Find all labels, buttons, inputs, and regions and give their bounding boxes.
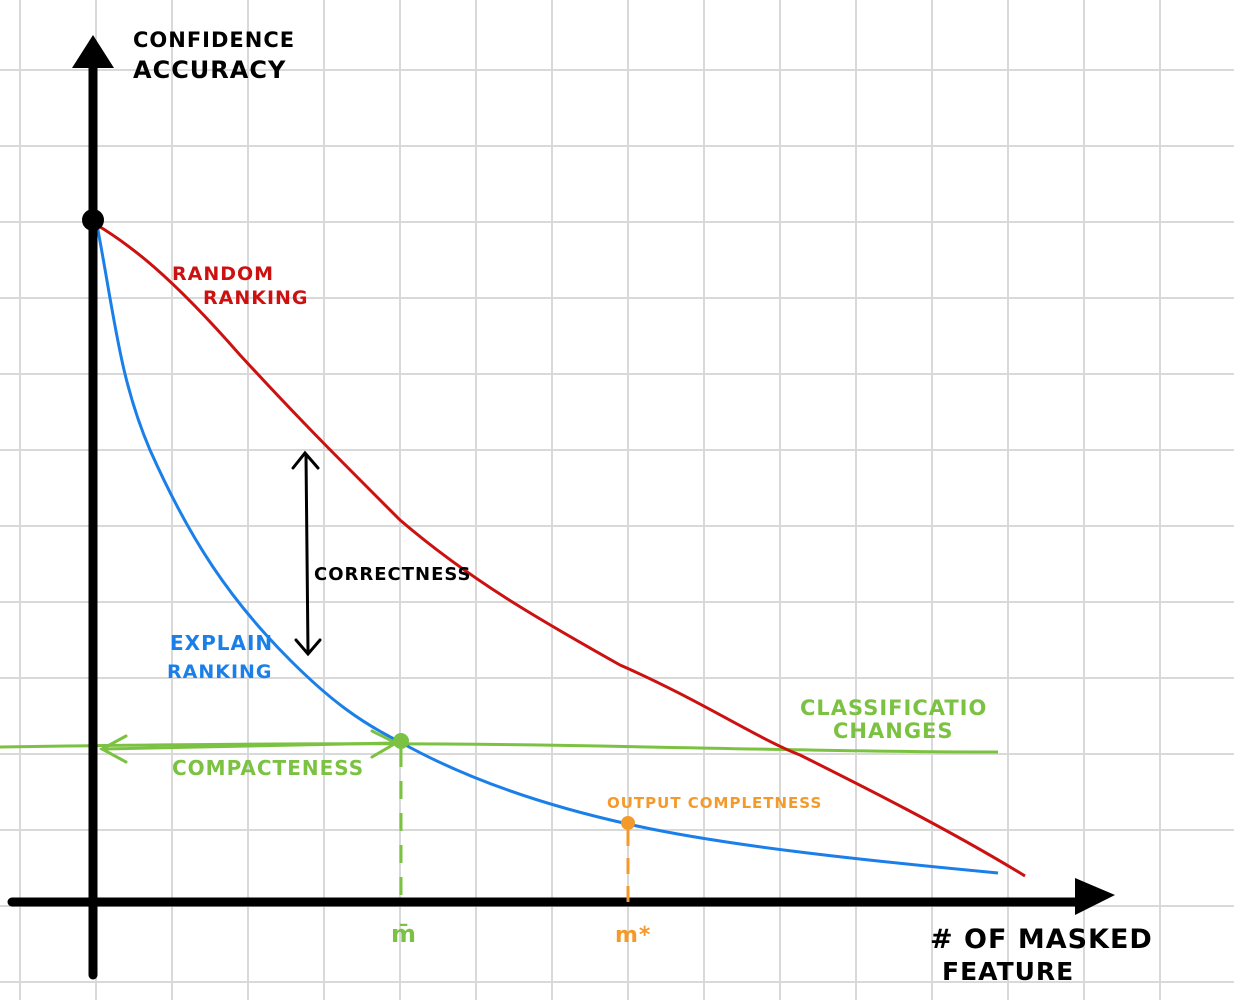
m-star-point	[621, 816, 635, 830]
m-bar-tick-label: m̄	[391, 920, 417, 948]
x-axis-label-line1: # OF MASKED	[930, 924, 1153, 955]
classification-label-line2: CHANGES	[833, 719, 954, 743]
compactness-label: COMPACTENESS	[172, 756, 364, 780]
y-axis-label-line2: ACCURACY	[133, 56, 286, 84]
explain-ranking-label-line2: RANKING	[167, 661, 273, 683]
start-point	[82, 209, 104, 231]
output-completeness-label: OUTPUT COMPLETNESS	[607, 794, 822, 812]
classification-label-line1: CLASSIFICATIO	[800, 696, 987, 720]
m-bar-point	[393, 733, 409, 749]
explain-ranking-label-line1: EXPLAIN	[170, 631, 273, 655]
x-axis-label-line2: FEATURE	[942, 957, 1074, 986]
y-axis-arrowhead	[72, 35, 114, 68]
explain-ranking-curve	[95, 224, 999, 875]
random-ranking-label-line2: RANKING	[203, 287, 309, 309]
m-star-tick-label: m*	[615, 923, 651, 948]
random-ranking-curve	[96, 223, 1026, 878]
correctness-label: CORRECTNESS	[314, 564, 472, 585]
classification-threshold-line	[0, 742, 999, 754]
correctness-arrow	[291, 450, 322, 657]
y-axis-label-line1: CONFIDENCE	[133, 28, 295, 52]
random-ranking-label-line1: RANDOM	[172, 263, 274, 285]
x-axis-arrowhead	[1075, 878, 1115, 915]
